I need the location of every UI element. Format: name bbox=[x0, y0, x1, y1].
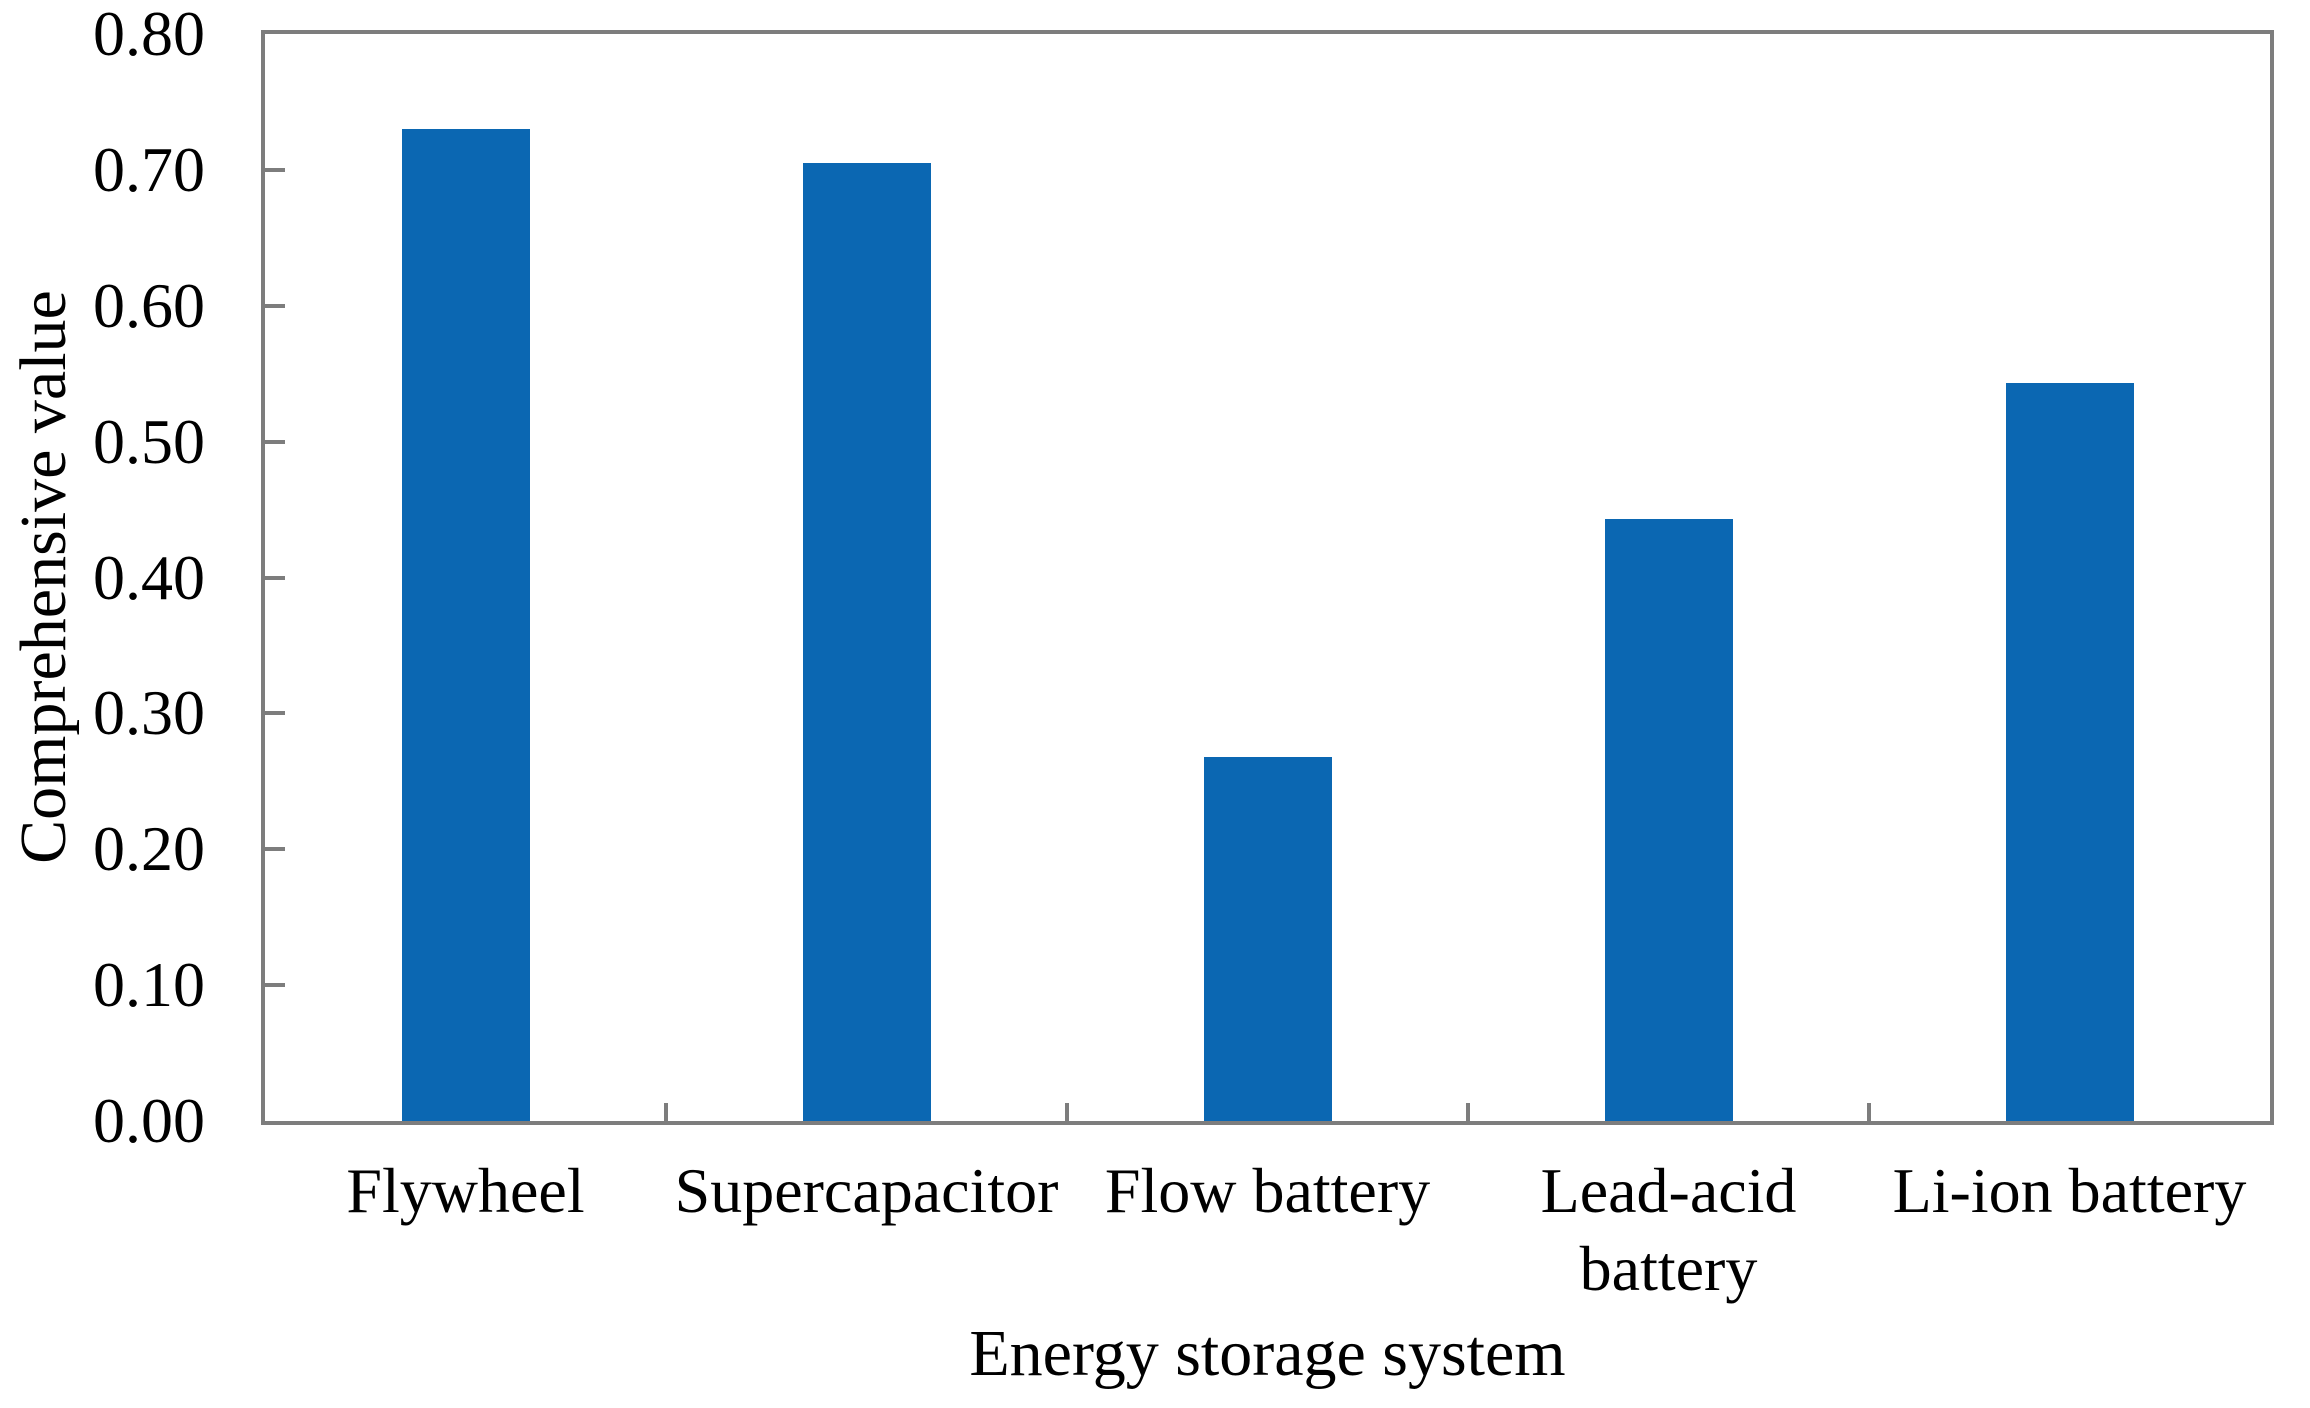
x-axis-tick bbox=[1867, 1103, 1871, 1121]
y-tick-label: 0.20 bbox=[93, 813, 205, 885]
category-label-line: Li-ion battery bbox=[1892, 1155, 2247, 1226]
category-label-supercapacitor: Supercapacitor bbox=[587, 1152, 1147, 1230]
bar-supercapacitor bbox=[802, 163, 931, 1121]
y-tick-label: 0.00 bbox=[93, 1085, 205, 1156]
category-label-line: Flow battery bbox=[1104, 1155, 1431, 1226]
x-axis-title: Energy storage system bbox=[969, 1317, 1566, 1390]
y-axis-tick bbox=[265, 711, 285, 716]
x-axis-tick bbox=[1065, 1103, 1069, 1121]
y-axis-tick bbox=[265, 847, 285, 852]
y-tick-label: 0.40 bbox=[93, 541, 205, 613]
y-tick-label: 0.50 bbox=[93, 405, 205, 477]
category-label-line: Supercapacitor bbox=[674, 1155, 1059, 1226]
y-axis-tick bbox=[265, 983, 285, 988]
y-axis-tick bbox=[265, 439, 285, 444]
bar-lead-acid-battery bbox=[1604, 519, 1733, 1121]
y-tick-label: 0.80 bbox=[93, 0, 205, 69]
x-axis-tick bbox=[1466, 1103, 1470, 1121]
y-axis-tick bbox=[265, 167, 285, 172]
bar-flywheel bbox=[401, 129, 530, 1121]
category-label-flywheel: Flywheel bbox=[186, 1152, 746, 1230]
plot-area bbox=[261, 30, 2274, 1125]
category-label-lead-acid-battery: Lead-acid battery bbox=[1389, 1152, 1949, 1308]
x-axis-tick bbox=[664, 1103, 668, 1121]
category-label-line: Flywheel bbox=[346, 1155, 585, 1226]
y-tick-label: 0.30 bbox=[93, 677, 205, 749]
y-tick-label: 0.70 bbox=[93, 133, 205, 205]
y-axis-tick bbox=[265, 575, 285, 580]
category-label-flow-battery: Flow battery bbox=[988, 1152, 1548, 1230]
category-label-line: Lead-acid bbox=[1540, 1155, 1797, 1226]
bar-flow-battery bbox=[1203, 756, 1332, 1121]
y-tick-label: 0.10 bbox=[93, 949, 205, 1021]
bar-li-ion-battery bbox=[2005, 383, 2134, 1121]
y-tick-label: 0.60 bbox=[93, 269, 205, 341]
y-axis-tick bbox=[265, 303, 285, 308]
category-label-li-ion-battery: Li-ion battery bbox=[1790, 1152, 2310, 1230]
category-label-line: battery bbox=[1579, 1233, 1758, 1304]
